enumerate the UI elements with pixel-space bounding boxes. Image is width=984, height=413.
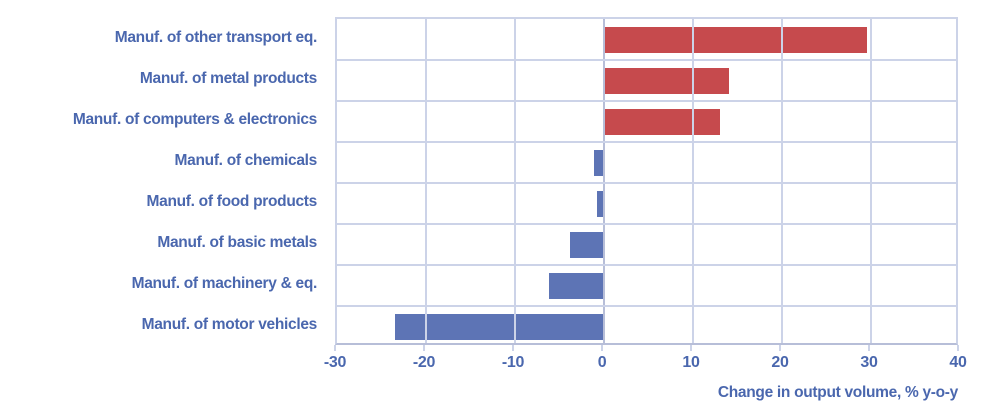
x-tick-label: -10 xyxy=(501,354,525,371)
x-tick-label: -20 xyxy=(412,354,436,371)
horizontal-gridline xyxy=(337,100,956,102)
x-tick-mark xyxy=(601,345,603,351)
category-label: Manuf. of other transport eq. xyxy=(114,28,318,46)
horizontal-gridline xyxy=(337,141,956,143)
x-tick-mark xyxy=(868,345,870,351)
category-label: Manuf. of metal products xyxy=(139,69,317,87)
bar-negative xyxy=(596,190,604,217)
x-tick-label: 40 xyxy=(949,354,967,371)
x-axis-title: Change in output volume, % y-o-y xyxy=(717,384,958,401)
vertical-gridline xyxy=(514,19,516,343)
x-tick-label: -30 xyxy=(323,354,347,371)
x-tick-mark xyxy=(334,345,336,351)
category-label: Manuf. of chemicals xyxy=(174,151,318,169)
bar-positive xyxy=(604,67,729,94)
vertical-gridline xyxy=(692,19,694,343)
bar-negative xyxy=(548,272,604,299)
horizontal-gridline xyxy=(337,305,956,307)
bar-negative xyxy=(594,149,604,176)
vertical-gridline xyxy=(425,19,427,343)
x-tick-mark xyxy=(957,345,959,351)
category-label: Manuf. of computers & electronics xyxy=(72,110,317,128)
vertical-gridline xyxy=(870,19,872,343)
plot-area xyxy=(335,17,958,345)
category-label: Manuf. of basic metals xyxy=(157,233,317,251)
x-tick-label: 0 xyxy=(597,354,607,371)
x-tick-mark xyxy=(512,345,514,351)
horizontal-gridline xyxy=(337,182,956,184)
zero-axis-line xyxy=(603,19,605,343)
vertical-gridline xyxy=(781,19,783,343)
category-label: Manuf. of food products xyxy=(146,192,318,210)
horizontal-gridline xyxy=(337,59,956,61)
x-tick-mark xyxy=(690,345,692,351)
x-tick-label: 30 xyxy=(860,354,878,371)
bar-negative xyxy=(394,313,604,340)
x-tick-label: 20 xyxy=(771,354,789,371)
x-tick-label: 10 xyxy=(682,354,700,371)
category-label: Manuf. of motor vehicles xyxy=(141,315,318,333)
horizontal-gridline xyxy=(337,264,956,266)
bar-negative xyxy=(570,231,604,258)
bar-positive xyxy=(604,26,867,53)
category-label: Manuf. of machinery & eq. xyxy=(131,274,318,292)
horizontal-gridline xyxy=(337,223,956,225)
x-tick-mark xyxy=(779,345,781,351)
x-tick-mark xyxy=(423,345,425,351)
bar-positive xyxy=(604,108,720,135)
